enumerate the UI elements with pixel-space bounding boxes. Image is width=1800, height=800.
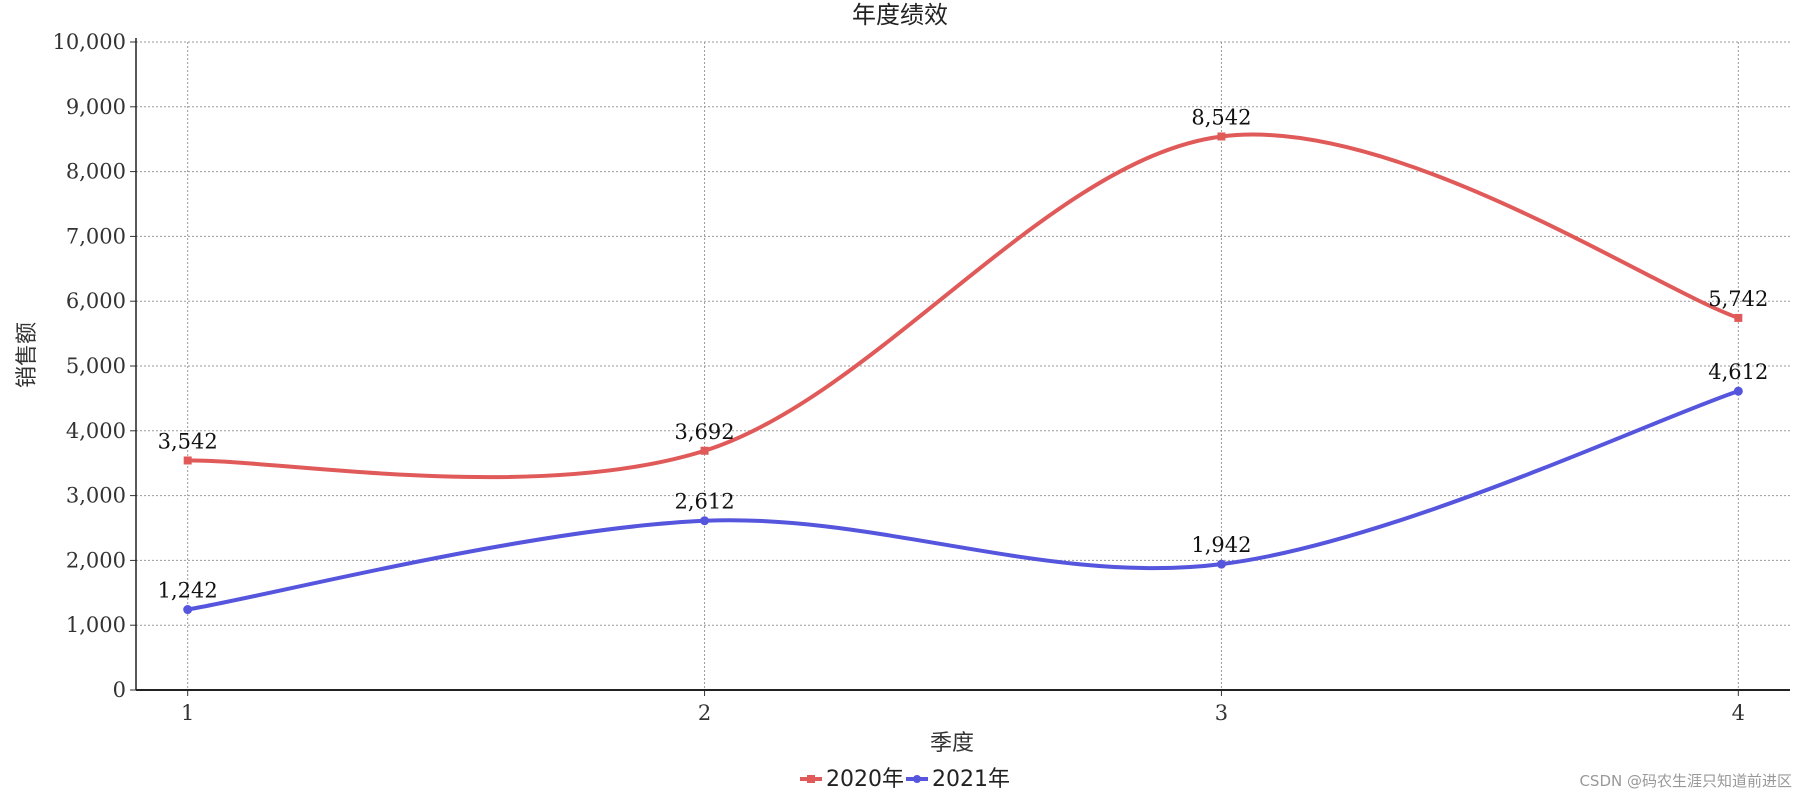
y-tick-label: 2,000 xyxy=(66,548,126,572)
legend-marker xyxy=(807,775,815,783)
legend: 2020年 2021年 xyxy=(800,767,1010,792)
series-lines xyxy=(183,132,1743,615)
y-tick-label: 1,000 xyxy=(66,613,126,637)
data-point xyxy=(1217,132,1226,141)
data-label: 1,942 xyxy=(1191,533,1251,557)
legend-marker xyxy=(913,775,921,783)
data-label: 2,612 xyxy=(675,490,735,514)
data-point xyxy=(1734,313,1743,322)
data-point xyxy=(1216,559,1226,569)
watermark-text: CSDN @码农生涯只知道前进区 xyxy=(1579,772,1792,790)
chart-title: 年度绩效 xyxy=(852,1,948,29)
data-point xyxy=(700,516,710,526)
x-tick-label: 3 xyxy=(1215,701,1228,725)
data-label: 1,242 xyxy=(158,579,218,603)
legend-label: 2020年 xyxy=(826,767,904,792)
y-tick-label: 3,000 xyxy=(66,484,126,508)
tick-labels: 0 1,000 2,000 3,000 4,000 5,000 6,000 7,000 8,00… xyxy=(53,30,1745,725)
legend-label: 2021年 xyxy=(932,767,1010,792)
data-label: 5,742 xyxy=(1708,287,1768,311)
x-tick-label: 1 xyxy=(181,701,194,725)
y-tick-label: 0 xyxy=(113,678,126,702)
y-axis-title: 销售额 xyxy=(15,322,40,388)
data-label: 4,612 xyxy=(1708,360,1768,384)
axes xyxy=(130,38,1790,696)
data-label: 8,542 xyxy=(1191,105,1251,129)
y-tick-label: 6,000 xyxy=(66,289,126,313)
y-tick-label: 7,000 xyxy=(66,224,126,248)
y-tick-label: 5,000 xyxy=(66,354,126,378)
data-point xyxy=(183,456,192,465)
data-point xyxy=(183,605,193,615)
x-axis-title: 季度 xyxy=(930,731,974,756)
data-point xyxy=(1733,386,1743,396)
data-point xyxy=(700,446,709,455)
data-labels: 3,542 3,692 8,542 5,742 1,242 2,612 1,942 4,612 xyxy=(158,105,1769,602)
x-tick-label: 2 xyxy=(698,701,711,725)
y-tick-label: 9,000 xyxy=(66,95,126,119)
y-tick-label: 4,000 xyxy=(66,419,126,443)
y-tick-label: 8,000 xyxy=(66,160,126,184)
data-label: 3,542 xyxy=(158,429,218,453)
x-tick-label: 4 xyxy=(1732,701,1745,725)
grid-lines xyxy=(136,41,1790,691)
data-label: 3,692 xyxy=(675,420,735,444)
y-tick-label: 10,000 xyxy=(53,30,126,54)
series-line-2 xyxy=(185,389,1741,612)
series-line-1 xyxy=(185,132,1741,480)
